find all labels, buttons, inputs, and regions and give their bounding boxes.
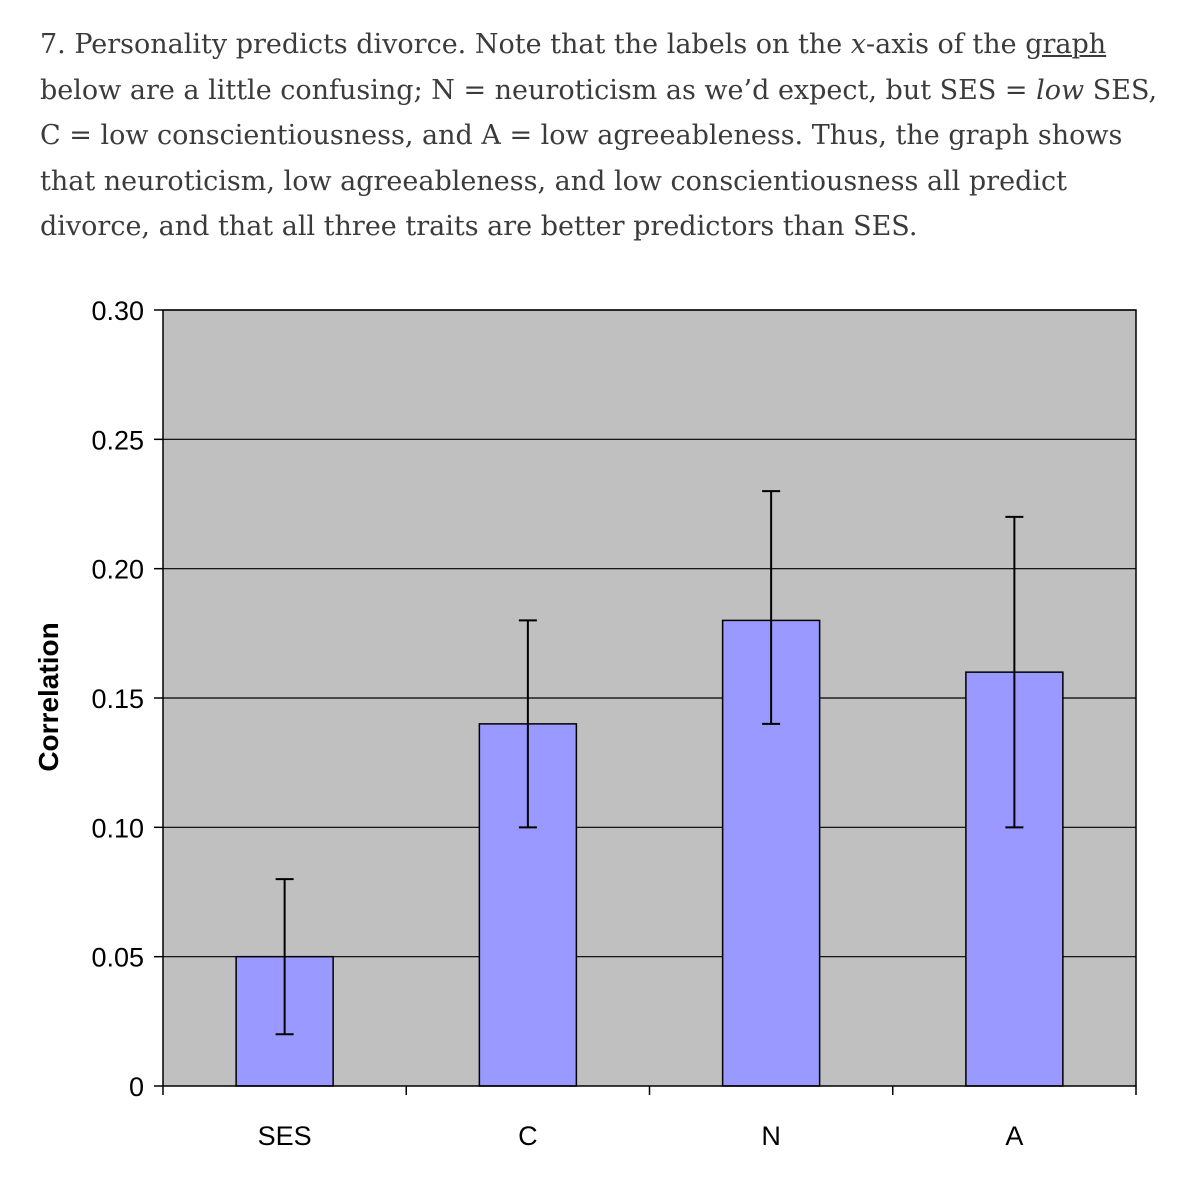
y-tick-label: 0.15	[91, 684, 144, 714]
plot-border	[162, 309, 1137, 1087]
x-category-label: SES	[258, 1121, 312, 1151]
graph-link[interactable]: graph	[1025, 29, 1107, 60]
y-tick-label: 0.30	[91, 296, 144, 326]
x-category-label: N	[761, 1121, 781, 1151]
y-axis-title: Correlation	[33, 622, 64, 771]
x-category-label: C	[518, 1121, 538, 1151]
caption-text-1: 7. Personality predicts divorce. Note th…	[40, 29, 851, 60]
caption-text-2: -axis of the	[866, 29, 1026, 60]
caption-low-italic: low	[1036, 74, 1085, 106]
y-tick-label: 0.20	[91, 555, 144, 585]
caption-text-3: below are a little confusing; N = neurot…	[40, 74, 1037, 106]
caption-text-4: SES, C = low conscientiousness, and A = …	[40, 74, 1158, 243]
y-tick-label: 0.25	[91, 425, 144, 455]
y-tick-label: 0.10	[91, 813, 144, 843]
y-tick-label: 0.05	[91, 943, 144, 973]
x-category-label: A	[1005, 1121, 1023, 1151]
caption-paragraph: 7. Personality predicts divorce. Note th…	[40, 22, 1170, 250]
y-tick-label: 0	[129, 1072, 144, 1102]
caption-x-italic: x	[850, 29, 867, 60]
